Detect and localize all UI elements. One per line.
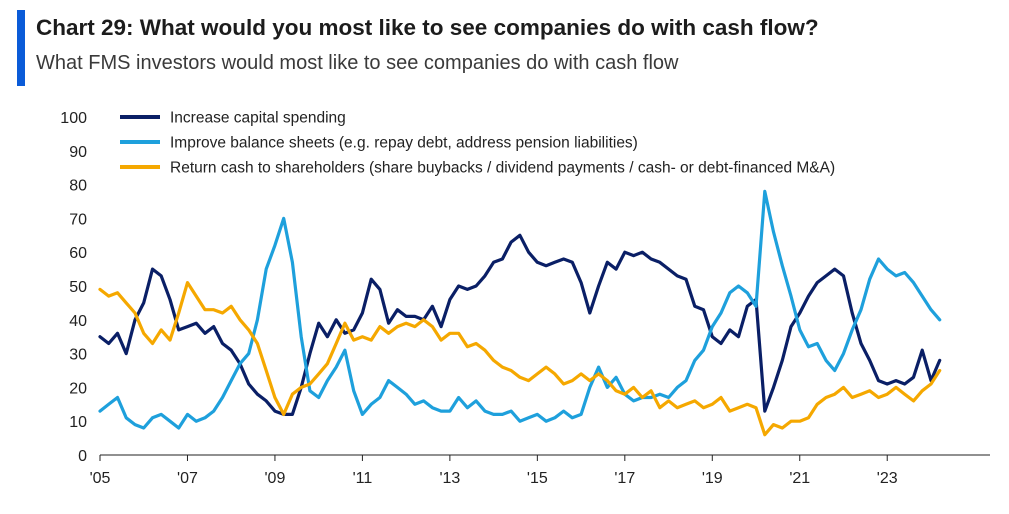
legend-label-1: Increase capital spending: [170, 110, 346, 127]
series-line-3: [98, 281, 942, 437]
x-axis: '05 '07 '09 '11 '13 '15 '17 '19 '21 '23: [90, 454, 990, 487]
legend-label-2: Improve balance sheets (e.g. repay debt,…: [170, 135, 638, 152]
y-tick-label: 60: [69, 245, 87, 262]
x-tick-label: '05: [90, 470, 111, 487]
x-tick-label: '13: [439, 470, 460, 487]
x-tick-label: '11: [353, 470, 373, 487]
y-tick-label: 40: [69, 313, 87, 330]
x-tick-label: '17: [614, 470, 635, 487]
y-tick-label: 90: [69, 144, 87, 161]
title-accent-bar: [17, 10, 25, 86]
y-tick-label: 0: [78, 448, 87, 465]
y-axis: 0 10 20 30 40 50 60 70 80 90 100: [60, 110, 87, 465]
x-tick-label: '15: [527, 470, 548, 487]
series-layer: [98, 189, 942, 437]
chart-subtitle: What FMS investors would most like to se…: [36, 52, 679, 74]
y-tick-label: 30: [69, 347, 87, 364]
chart-title: Chart 29: What would you most like to se…: [36, 15, 819, 40]
x-tick-label: '23: [877, 470, 898, 487]
series-line-2: [98, 189, 942, 430]
x-tick-label: '21: [789, 470, 810, 487]
legend-label-3: Return cash to shareholders (share buyba…: [170, 160, 835, 177]
x-tick-label: '09: [265, 470, 286, 487]
y-tick-label: 100: [60, 110, 87, 127]
x-tick-label: '07: [177, 470, 198, 487]
y-tick-label: 80: [69, 178, 87, 195]
y-tick-label: 20: [69, 380, 87, 397]
y-tick-label: 10: [69, 414, 87, 431]
x-tick-label: '19: [702, 470, 723, 487]
legend: Increase capital spending Improve balance…: [120, 110, 835, 177]
y-tick-label: 70: [69, 211, 87, 228]
y-tick-label: 50: [69, 279, 87, 296]
